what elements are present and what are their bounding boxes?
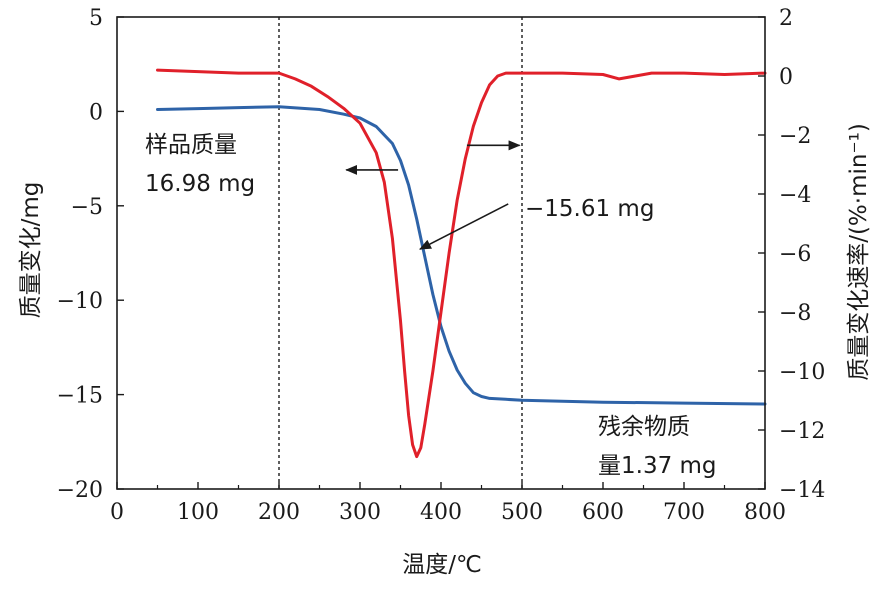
y-left-tick-label: 5	[89, 6, 103, 31]
annotation-residual-line1: 残余物质	[598, 414, 690, 440]
series-layer	[156, 68, 767, 459]
x-tick-label: 500	[501, 500, 543, 525]
y-right-tick-label: −8	[779, 301, 811, 326]
y-right-tick-label: −14	[779, 478, 825, 503]
y-right-tick-label: 0	[779, 65, 793, 90]
y-left-tick-label: −20	[57, 478, 103, 503]
y-left-tick-label: −5	[71, 195, 103, 220]
x-tick-label: 400	[420, 500, 462, 525]
x-axis-label: 温度/℃	[402, 552, 482, 578]
x-tick-label: 200	[258, 500, 300, 525]
y-right-tick-label: 2	[779, 6, 793, 31]
y-right-tick-label: −2	[779, 124, 811, 149]
x-tick-label: 800	[744, 500, 786, 525]
y-right-tick-label: −4	[779, 183, 811, 208]
x-tick-label: 600	[582, 500, 624, 525]
y-right-axis-label: 质量变化速率/(%·min⁻¹)	[846, 123, 872, 381]
series-mass-line	[156, 105, 767, 406]
annotation-residual-line2: 量1.37 mg	[598, 453, 717, 479]
y-right-tick-label: −12	[779, 419, 825, 444]
y-right-tick-label: −6	[779, 242, 811, 267]
x-tick-label: 100	[177, 500, 219, 525]
y-left-tick-label: 0	[89, 100, 103, 125]
annotation-mass-loss: −15.61 mg	[525, 196, 654, 222]
x-tick-label: 0	[110, 500, 124, 525]
series-rate-line	[156, 68, 767, 459]
annotation-sample-mass-line2: 16.98 mg	[145, 171, 255, 197]
annotation-sample-mass-line1: 样品质量	[145, 132, 237, 158]
x-tick-label: 300	[339, 500, 381, 525]
y-left-axis-label: 质量变化/mg	[18, 182, 44, 319]
reference-lines	[278, 17, 523, 489]
ticks-layer: 0 100 200 300 400 500 600 700 800 5 0 −5 −10 −15 −20 2 0…	[57, 6, 826, 525]
y-left-tick-label: −10	[57, 289, 103, 314]
arrow-mass-loss	[419, 203, 509, 250]
plot-frame	[116, 16, 766, 490]
annotation-arrows	[345, 140, 521, 250]
x-tick-label: 700	[663, 500, 705, 525]
y-left-tick-label: −15	[57, 384, 103, 409]
y-right-tick-label: −10	[779, 360, 825, 385]
